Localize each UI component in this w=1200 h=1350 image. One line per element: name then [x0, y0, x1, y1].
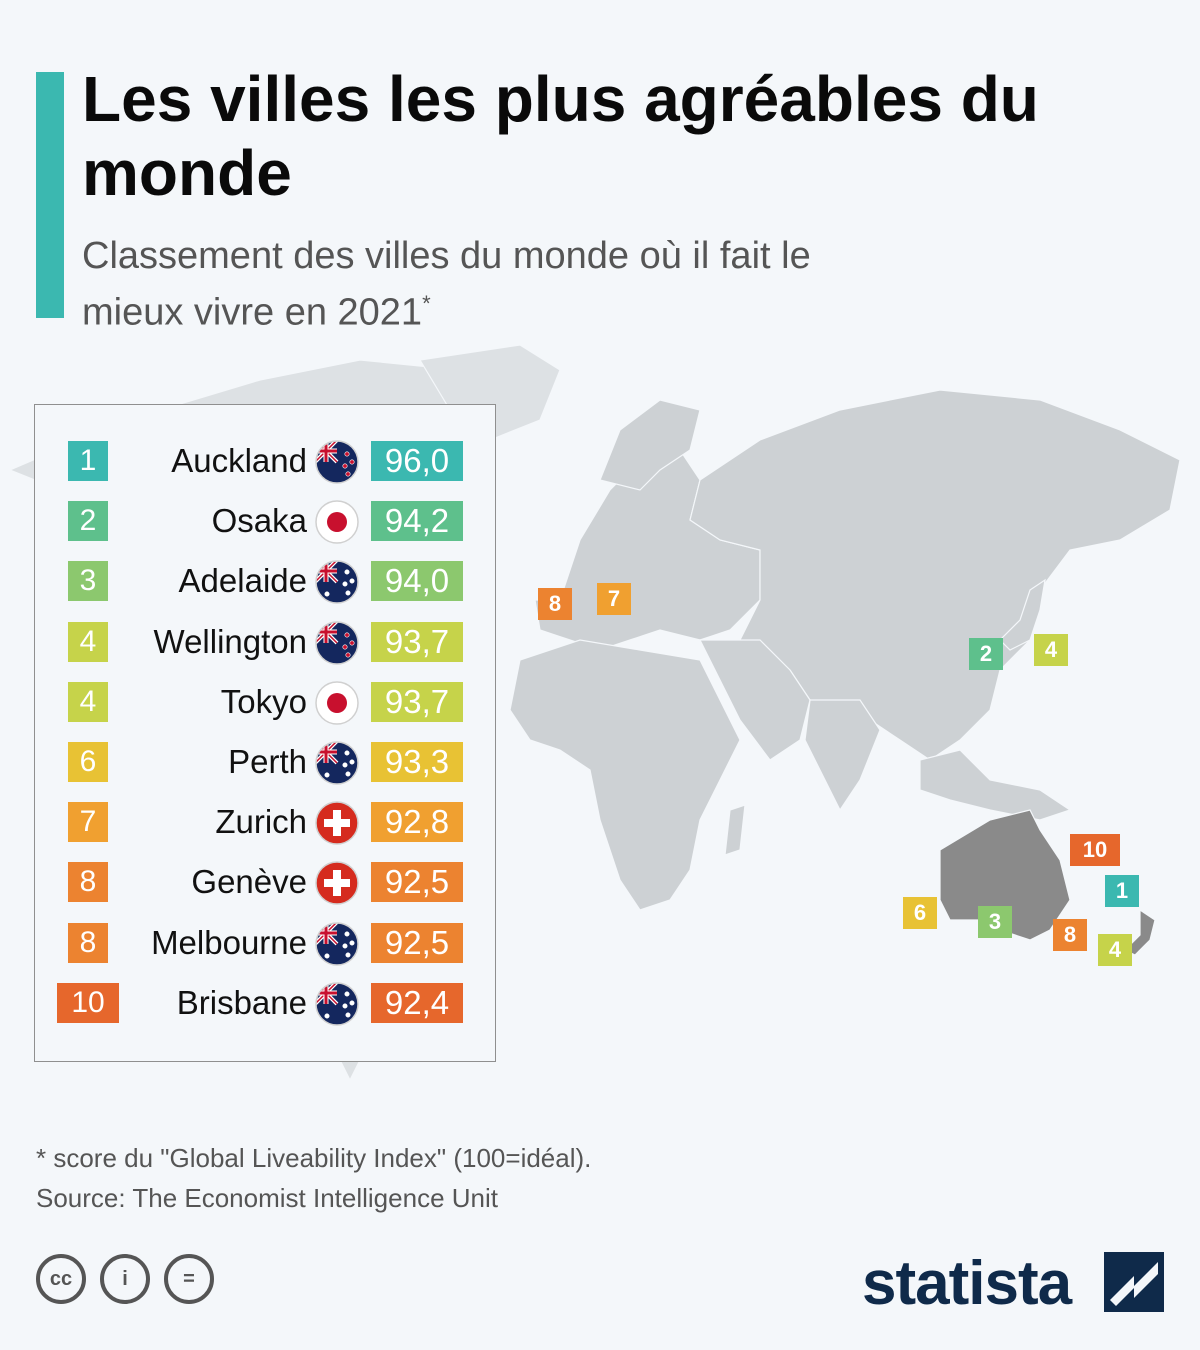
flag-ch-icon — [315, 801, 359, 845]
map-marker-rank-10: 10 — [1070, 834, 1120, 866]
subtitle-footnote-mark: * — [422, 291, 431, 316]
rank-badge: 2 — [68, 501, 108, 542]
score-badge: 93,3 — [371, 742, 463, 782]
attribution-icon[interactable]: i — [100, 1254, 150, 1304]
score-badge: 93,7 — [371, 621, 463, 662]
city-name: Brisbane — [176, 983, 307, 1021]
rank-badge: 10 — [57, 982, 119, 1023]
table-row: 3 Adelaide 94,0 — [35, 559, 497, 605]
table-row: 8 Genève 92,5 — [35, 860, 497, 906]
map-marker-rank-6: 6 — [903, 897, 937, 929]
middle-east-shape — [699, 639, 811, 761]
table-row: 2 Osaka 94,2 — [35, 499, 497, 544]
rank-badge: 8 — [68, 862, 108, 903]
africa-shape — [509, 639, 741, 911]
rank-badge: 3 — [68, 561, 108, 602]
india-shape — [804, 699, 881, 812]
source: Source: The Economist Intelligence Unit — [36, 1183, 498, 1213]
new-zealand-shape — [1123, 908, 1156, 956]
chart-title: Les villes les plus agréables du monde — [82, 63, 1039, 209]
table-row: 6 Perth 93,3 — [35, 740, 497, 785]
flag-nz-icon — [315, 620, 359, 665]
flag-au-icon — [315, 921, 359, 966]
flag-au-icon — [315, 741, 359, 785]
flag-jp-icon — [315, 681, 359, 725]
table-row: 1 Auckland 96,0 — [35, 439, 497, 484]
rank-badge: 1 — [68, 441, 108, 481]
asia-shape — [689, 389, 1181, 761]
map-marker-rank-8: 8 — [1053, 919, 1087, 951]
score-badge: 93,7 — [371, 681, 463, 722]
rank-badge: 6 — [68, 742, 108, 782]
map-marker-rank-3: 3 — [978, 906, 1012, 938]
table-row: 4 Wellington 93,7 — [35, 620, 497, 665]
rank-badge: 8 — [68, 922, 108, 963]
map-marker-rank-1: 1 — [1105, 875, 1139, 907]
score-badge: 92,5 — [371, 922, 463, 963]
chart-subtitle: Classement des villes du monde où il fai… — [82, 232, 842, 337]
madagascar-shape — [724, 804, 746, 856]
city-name: Tokyo — [220, 682, 307, 720]
map-marker-rank-2: 2 — [969, 638, 1003, 670]
city-name: Melbourne — [151, 923, 307, 961]
table-row: 8 Melbourne 92,5 — [35, 921, 497, 966]
map-marker-rank-4: 4 — [1034, 634, 1068, 666]
license-icons: cc i = — [36, 1254, 214, 1304]
map-marker-rank-8: 8 — [538, 588, 572, 620]
city-name: Wellington — [153, 622, 307, 660]
statista-logo-text[interactable]: statista — [862, 1249, 1072, 1318]
no-derivatives-icon[interactable]: = — [164, 1254, 214, 1304]
flag-nz-icon — [315, 440, 359, 484]
score-badge: 92,5 — [371, 862, 463, 903]
ranking-panel: 1 Auckland 96,0 2 Osaka 94,2 3 Adelaide 94,0 4 Wel… — [34, 404, 496, 1062]
score-badge: 92,4 — [371, 982, 463, 1023]
table-row: 4 Tokyo 93,7 — [35, 680, 497, 725]
score-badge: 94,2 — [371, 501, 463, 542]
city-name: Genève — [191, 863, 307, 901]
rank-badge: 4 — [68, 621, 108, 662]
rank-badge: 4 — [68, 681, 108, 722]
scandinavia-shape — [599, 399, 701, 491]
southeast-asia-shape — [919, 749, 1072, 821]
australia-shape — [939, 809, 1071, 941]
city-name: Zurich — [215, 803, 307, 841]
city-name: Perth — [228, 743, 307, 780]
rank-badge: 7 — [68, 802, 108, 843]
cc-icon[interactable]: cc — [36, 1254, 86, 1304]
table-row: 10 Brisbane 92,4 — [35, 981, 497, 1026]
city-name: Adelaide — [178, 562, 307, 600]
score-badge: 94,0 — [371, 561, 463, 602]
city-name: Auckland — [171, 442, 307, 479]
map-marker-rank-4: 4 — [1098, 934, 1132, 966]
table-row: 7 Zurich 92,8 — [35, 800, 497, 845]
score-badge: 96,0 — [371, 441, 463, 481]
map-marker-rank-7: 7 — [597, 583, 631, 615]
flag-jp-icon — [315, 500, 359, 544]
footnote: * score du "Global Liveability Index" (1… — [36, 1143, 592, 1173]
score-badge: 92,8 — [371, 802, 463, 843]
flag-au-icon — [315, 560, 359, 605]
japan-shape — [999, 578, 1046, 651]
flag-au-icon — [315, 982, 359, 1026]
subtitle-text: Classement des villes du monde où il fai… — [82, 235, 811, 334]
title-accent-bar — [36, 72, 64, 318]
statista-logo-icon[interactable] — [1104, 1252, 1164, 1312]
flag-ch-icon — [315, 861, 359, 906]
city-name: Osaka — [211, 502, 307, 540]
